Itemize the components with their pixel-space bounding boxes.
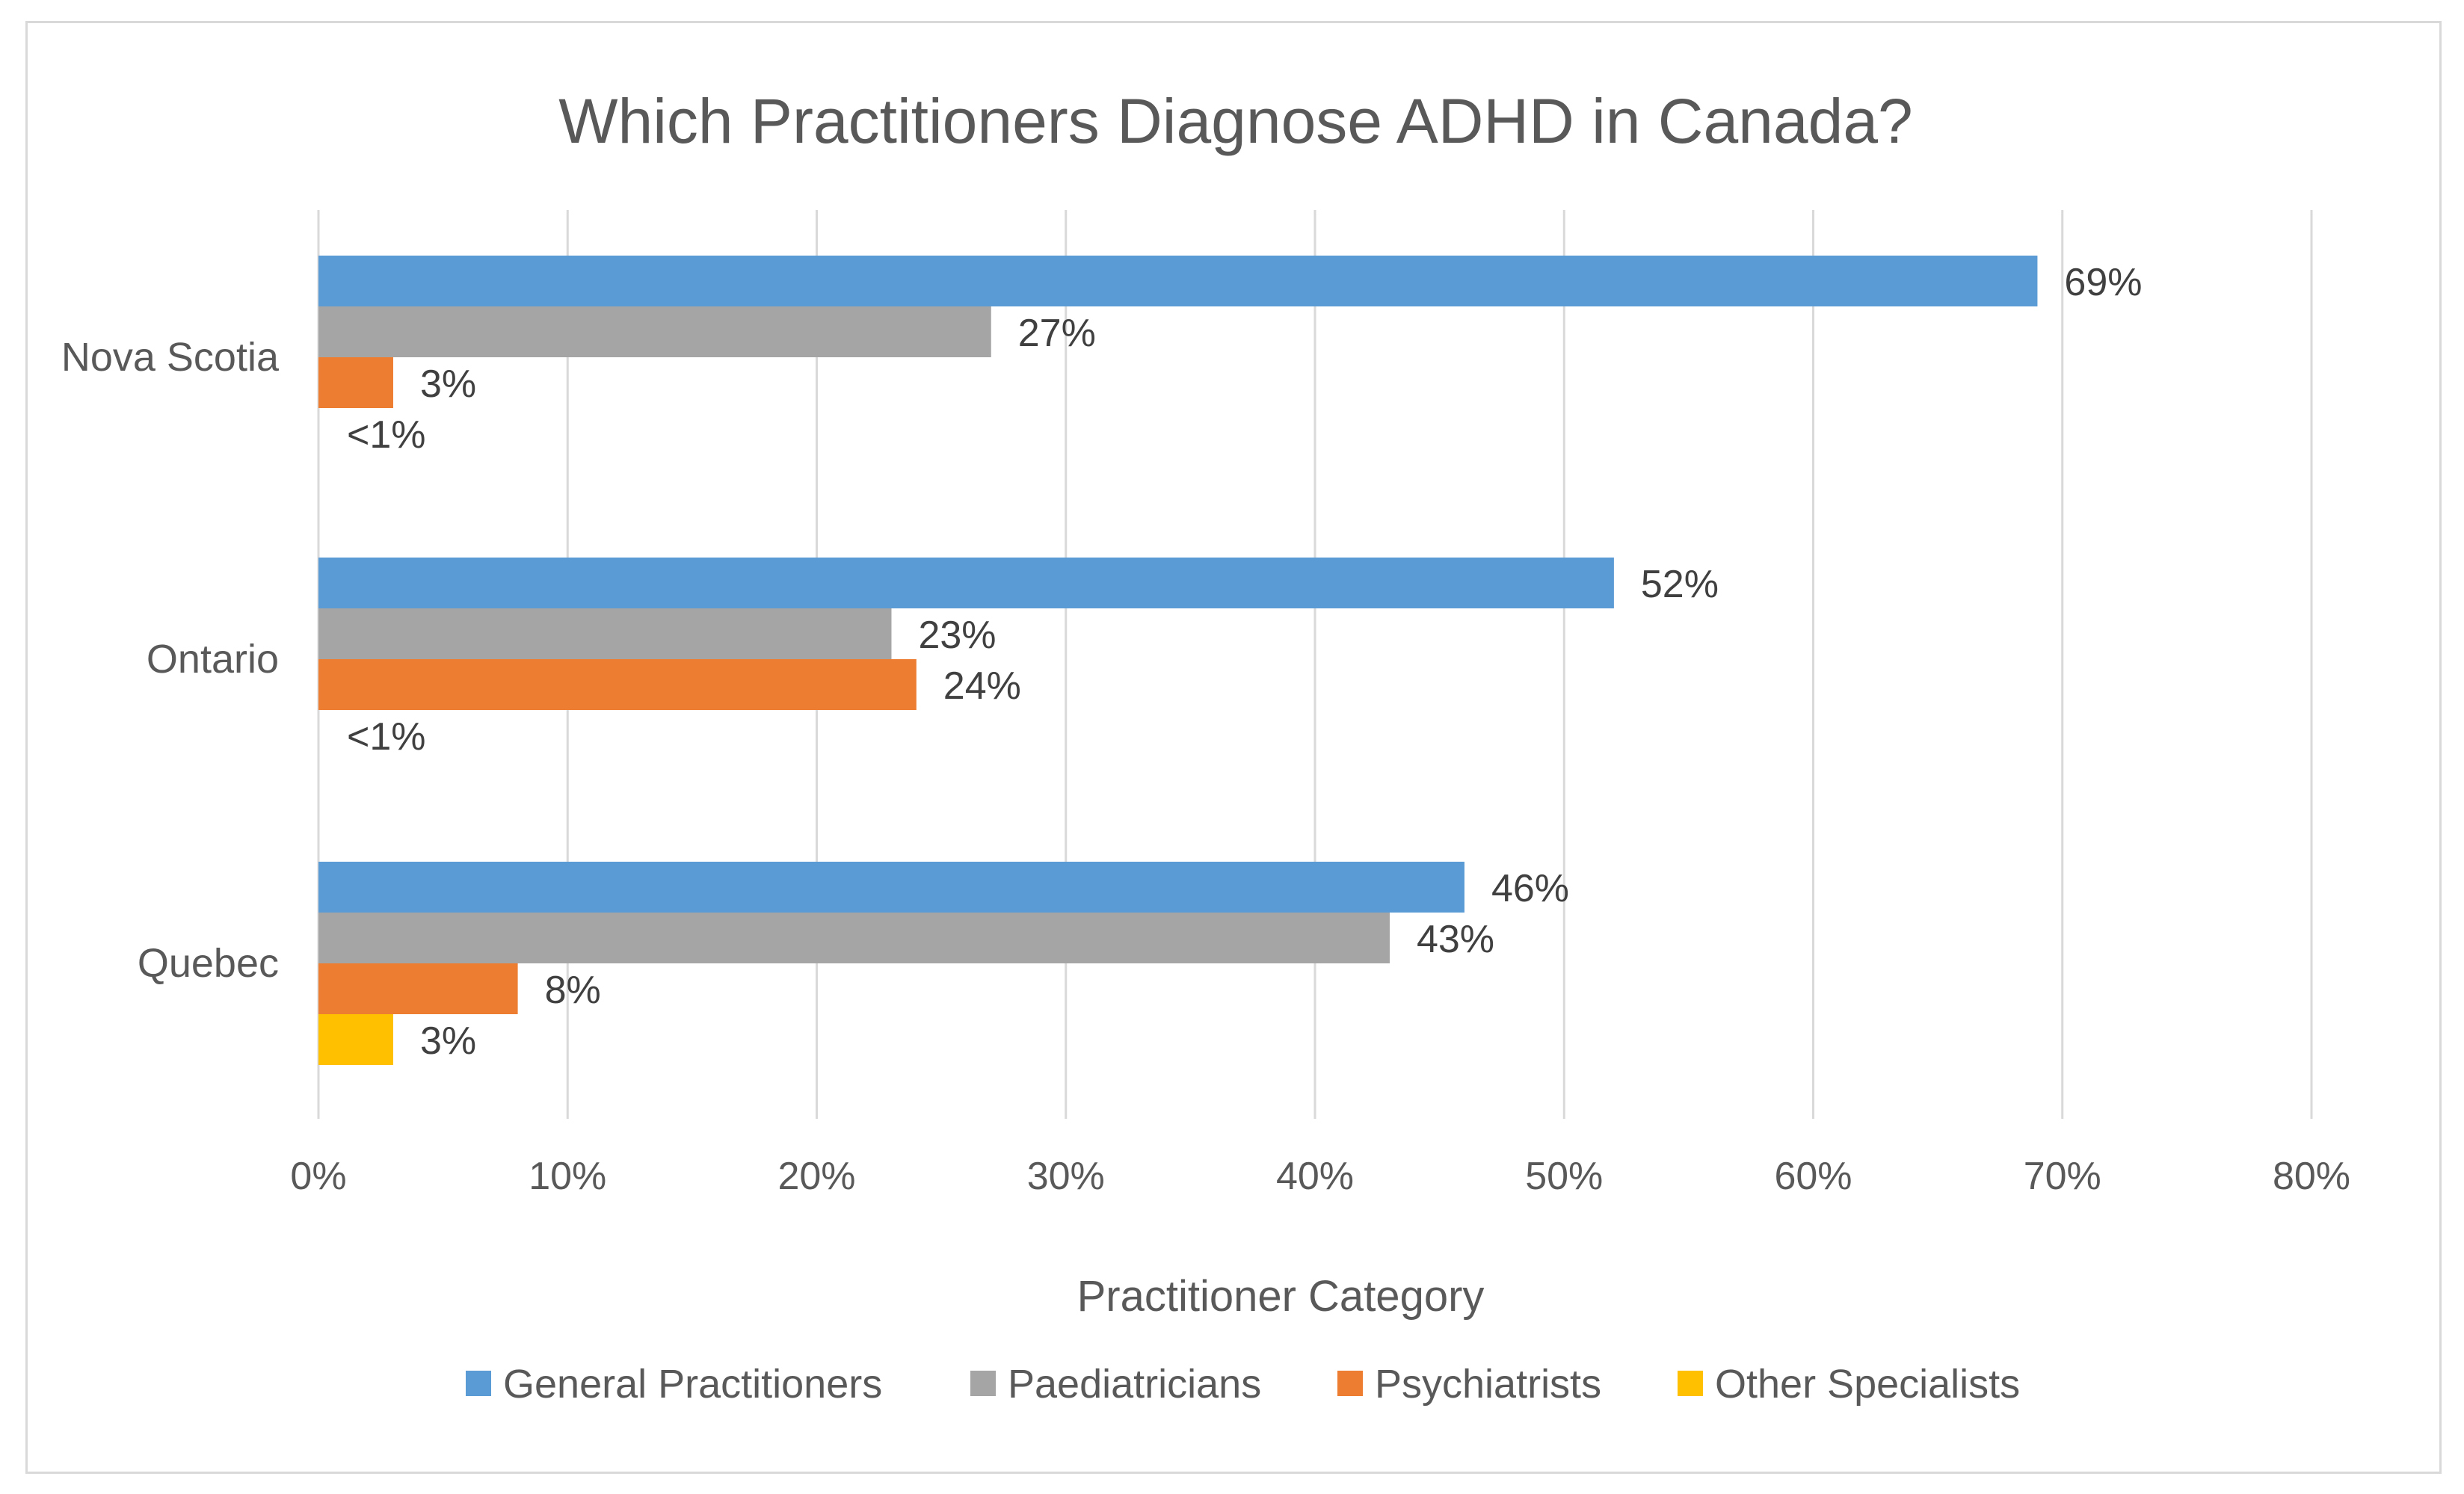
data-label-general-practitioners-ontario: 52% xyxy=(1641,563,1719,606)
legend-swatch-general-practitioners xyxy=(466,1371,491,1396)
legend-swatch-paediatricians xyxy=(970,1371,996,1396)
data-label-paediatricians-quebec: 43% xyxy=(1417,918,1494,961)
x-tick-label-5: 50% xyxy=(1525,1155,1603,1198)
x-tick-label-6: 60% xyxy=(1774,1155,1852,1198)
data-label-other-specialists-nova-scotia: <1% xyxy=(347,413,426,457)
bar-paediatricians-ontario xyxy=(318,608,892,659)
bars xyxy=(318,256,2038,1065)
bar-paediatricians-quebec xyxy=(318,913,1390,963)
chart-svg: Which Practitioners Diagnose ADHD in Can… xyxy=(61,86,2350,1407)
x-tick-label-3: 30% xyxy=(1027,1155,1105,1198)
category-label-nova-scotia: Nova Scotia xyxy=(61,335,280,380)
bar-general-practitioners-nova-scotia xyxy=(318,256,2038,306)
legend-swatch-psychiatrists xyxy=(1337,1371,1363,1396)
data-label-other-specialists-ontario: <1% xyxy=(347,715,426,759)
data-label-psychiatrists-nova-scotia: 3% xyxy=(420,362,476,406)
category-label-quebec: Quebec xyxy=(138,941,279,986)
bar-paediatricians-nova-scotia xyxy=(318,306,991,357)
x-tick-label-8: 80% xyxy=(2273,1155,2350,1198)
legend-label-psychiatrists: Psychiatrists xyxy=(1375,1362,1601,1407)
x-tick-label-4: 40% xyxy=(1276,1155,1354,1198)
legend: General Practitioners Paediatricians Psych… xyxy=(466,1362,2020,1407)
x-tick-label-7: 70% xyxy=(2024,1155,2101,1198)
chart-frame: Which Practitioners Diagnose ADHD in Can… xyxy=(25,21,2442,1474)
legend-label-paediatricians: Paediatricians xyxy=(1008,1362,1261,1407)
x-tick-labels: 0% 10% 20% 30% 40% 50% 60% 70% 80% xyxy=(290,1155,2350,1198)
category-labels: Nova Scotia Ontario Quebec xyxy=(61,335,280,986)
data-labels: 69% 27% 3% <1% 52% 23% 24% <1% 46% 43% 8% 3% xyxy=(347,261,2143,1063)
x-tick-label-1: 10% xyxy=(529,1155,606,1198)
x-tick-label-0: 0% xyxy=(290,1155,346,1198)
data-label-general-practitioners-nova-scotia: 69% xyxy=(2064,261,2142,304)
legend-label-general-practitioners: General Practitioners xyxy=(503,1362,882,1407)
x-tick-label-2: 20% xyxy=(777,1155,855,1198)
data-label-paediatricians-nova-scotia: 27% xyxy=(1018,312,1096,355)
legend-swatch-other-specialists xyxy=(1678,1371,1703,1396)
data-label-other-specialists-quebec: 3% xyxy=(420,1019,476,1063)
legend-label-other-specialists: Other Specialists xyxy=(1715,1362,2020,1407)
data-label-psychiatrists-quebec: 8% xyxy=(545,969,601,1012)
bar-general-practitioners-quebec xyxy=(318,862,1464,913)
bar-psychiatrists-nova-scotia xyxy=(318,357,393,408)
gridlines xyxy=(317,210,2313,1119)
bar-general-practitioners-ontario xyxy=(318,558,1614,608)
x-axis-title: Practitioner Category xyxy=(1077,1272,1485,1321)
bar-psychiatrists-quebec xyxy=(318,963,518,1014)
data-label-paediatricians-ontario: 23% xyxy=(918,614,996,657)
bar-psychiatrists-ontario xyxy=(318,659,917,710)
chart-title: Which Practitioners Diagnose ADHD in Can… xyxy=(558,86,1913,156)
data-label-general-practitioners-quebec: 46% xyxy=(1491,867,1569,910)
bar-other-specialists-quebec xyxy=(318,1014,393,1065)
data-label-psychiatrists-ontario: 24% xyxy=(943,664,1021,708)
category-label-ontario: Ontario xyxy=(147,637,279,682)
